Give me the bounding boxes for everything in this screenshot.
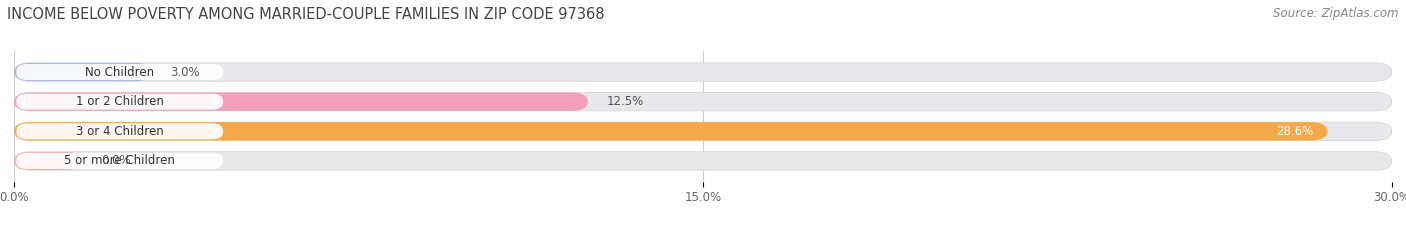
Text: 1 or 2 Children: 1 or 2 Children	[76, 95, 163, 108]
FancyBboxPatch shape	[14, 152, 1392, 170]
Text: Source: ZipAtlas.com: Source: ZipAtlas.com	[1274, 7, 1399, 20]
FancyBboxPatch shape	[17, 94, 224, 110]
FancyBboxPatch shape	[17, 153, 224, 169]
FancyBboxPatch shape	[14, 93, 588, 111]
Text: INCOME BELOW POVERTY AMONG MARRIED-COUPLE FAMILIES IN ZIP CODE 97368: INCOME BELOW POVERTY AMONG MARRIED-COUPL…	[7, 7, 605, 22]
Text: 3.0%: 3.0%	[170, 65, 200, 79]
Text: 0.0%: 0.0%	[101, 154, 131, 168]
FancyBboxPatch shape	[14, 122, 1327, 140]
FancyBboxPatch shape	[14, 93, 1392, 111]
FancyBboxPatch shape	[14, 152, 83, 170]
Text: 12.5%: 12.5%	[606, 95, 644, 108]
FancyBboxPatch shape	[14, 63, 1392, 81]
FancyBboxPatch shape	[17, 64, 224, 80]
Text: 28.6%: 28.6%	[1277, 125, 1313, 138]
FancyBboxPatch shape	[14, 63, 152, 81]
Text: 5 or more Children: 5 or more Children	[65, 154, 176, 168]
FancyBboxPatch shape	[14, 122, 1392, 140]
Text: 3 or 4 Children: 3 or 4 Children	[76, 125, 163, 138]
Text: No Children: No Children	[86, 65, 155, 79]
FancyBboxPatch shape	[17, 123, 224, 139]
